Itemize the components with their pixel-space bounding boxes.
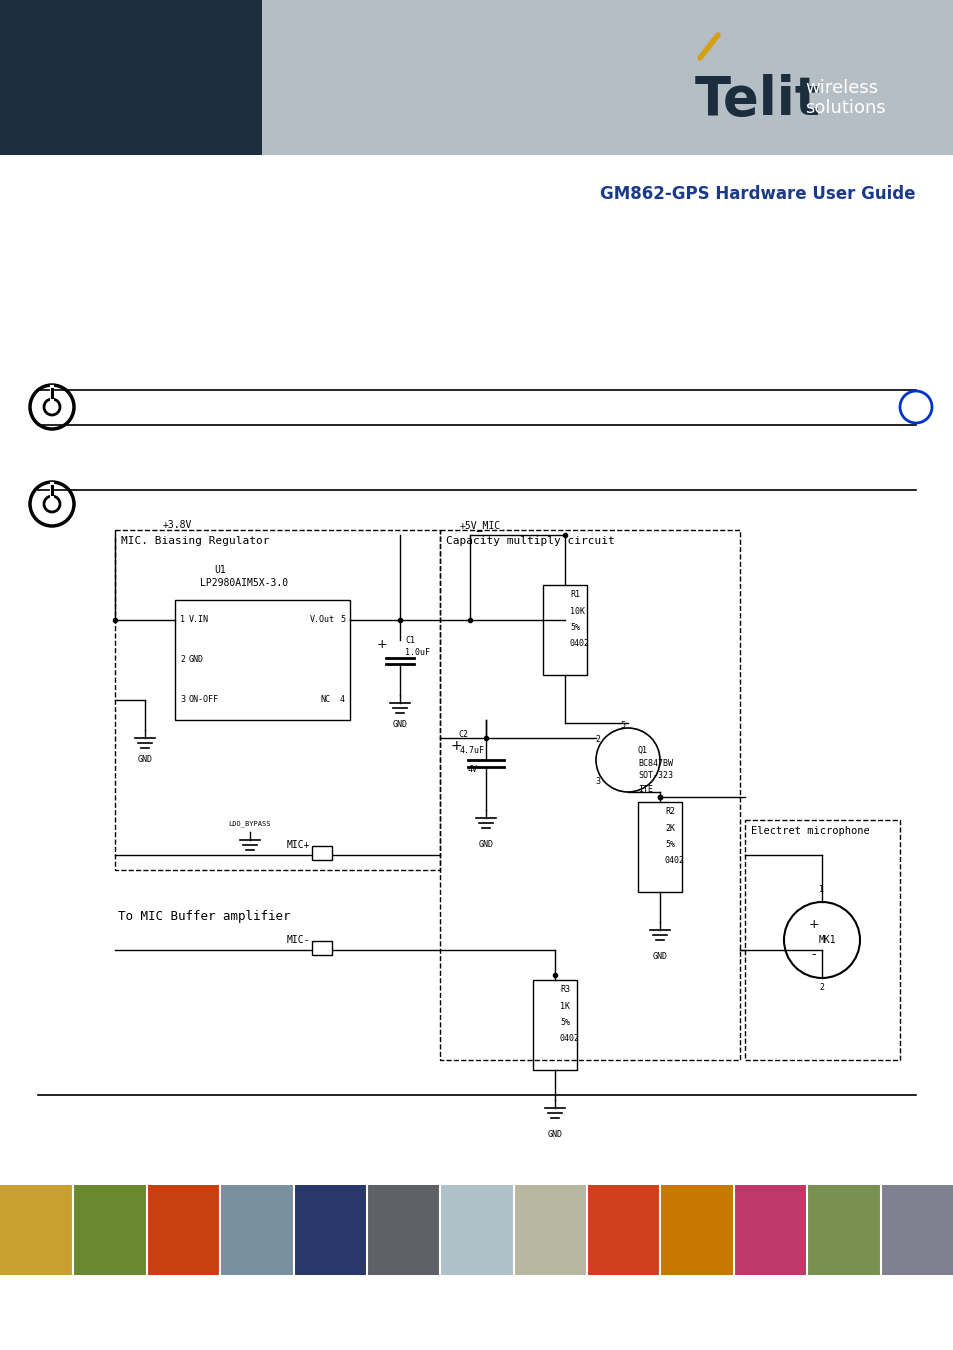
- Text: 4: 4: [339, 695, 345, 705]
- Text: C2: C2: [457, 730, 468, 738]
- Text: V.Out: V.Out: [310, 616, 335, 625]
- Bar: [542, 585, 586, 675]
- Text: R3: R3: [559, 986, 569, 994]
- Text: +: +: [451, 738, 462, 753]
- Text: BC847BW: BC847BW: [638, 759, 672, 768]
- Text: +5V_MIC: +5V_MIC: [459, 520, 500, 531]
- Bar: [880, 1185, 953, 1274]
- Bar: [73, 1185, 147, 1274]
- Text: +3.8V: +3.8V: [163, 520, 193, 531]
- Text: wireless: wireless: [804, 80, 877, 97]
- Text: +: +: [376, 639, 387, 652]
- Text: GND: GND: [652, 952, 667, 961]
- Text: GND: GND: [547, 1130, 562, 1139]
- Text: 0402: 0402: [664, 856, 684, 865]
- Bar: [367, 1185, 440, 1274]
- Bar: [294, 1185, 367, 1274]
- Bar: [513, 1185, 586, 1274]
- Bar: [312, 941, 332, 954]
- Text: 2: 2: [819, 983, 823, 992]
- Text: R1: R1: [569, 590, 579, 599]
- Text: Telit: Telit: [695, 74, 821, 126]
- Text: 2K: 2K: [664, 824, 675, 833]
- Text: 5: 5: [619, 721, 625, 729]
- Text: 0402: 0402: [559, 1034, 579, 1044]
- Text: SOT-323: SOT-323: [638, 771, 672, 780]
- Bar: [0, 1185, 73, 1274]
- Text: GND: GND: [392, 720, 407, 729]
- Text: solutions: solutions: [804, 99, 884, 117]
- Bar: [638, 802, 681, 892]
- Text: 1K: 1K: [559, 1002, 569, 1011]
- Text: GND: GND: [478, 840, 493, 849]
- Text: 1: 1: [819, 886, 823, 894]
- Text: MIC+: MIC+: [286, 840, 310, 850]
- Text: V.IN: V.IN: [189, 616, 209, 625]
- Bar: [262, 0, 953, 155]
- Text: GND: GND: [189, 656, 204, 664]
- Text: -: -: [811, 949, 816, 961]
- Text: Electret microphone: Electret microphone: [750, 826, 869, 836]
- Text: 5%: 5%: [559, 1018, 569, 1027]
- Text: ON-OFF: ON-OFF: [189, 695, 219, 705]
- Text: 10K: 10K: [569, 608, 584, 616]
- Text: MIC-: MIC-: [286, 936, 310, 945]
- Text: R2: R2: [664, 807, 675, 815]
- Text: 4.7uF: 4.7uF: [459, 747, 484, 755]
- Text: GM862-GPS Hardware User Guide: GM862-GPS Hardware User Guide: [599, 185, 915, 202]
- Text: MK1: MK1: [818, 936, 835, 945]
- Text: Capacity multiply circuit: Capacity multiply circuit: [446, 536, 614, 545]
- Text: 1.0uF: 1.0uF: [405, 648, 430, 657]
- Text: To MIC Buffer amplifier: To MIC Buffer amplifier: [118, 910, 291, 923]
- Bar: [733, 1185, 806, 1274]
- Text: 4V: 4V: [468, 765, 477, 774]
- Text: LP2980AIM5X-3.0: LP2980AIM5X-3.0: [200, 578, 288, 589]
- Text: 5%: 5%: [664, 840, 675, 849]
- Bar: [806, 1185, 880, 1274]
- Text: +: +: [808, 918, 819, 932]
- Bar: [0, 0, 262, 155]
- Text: Q1: Q1: [638, 745, 647, 755]
- Bar: [440, 1185, 513, 1274]
- Text: 0402: 0402: [569, 639, 589, 648]
- Text: 2: 2: [595, 736, 599, 744]
- Bar: [220, 1185, 294, 1274]
- Bar: [312, 846, 332, 860]
- Bar: [533, 980, 577, 1071]
- Text: 3: 3: [595, 778, 599, 787]
- Text: U1: U1: [213, 566, 226, 575]
- Text: MIC. Biasing Regulator: MIC. Biasing Regulator: [121, 536, 269, 545]
- Text: GND: GND: [137, 755, 152, 764]
- Text: 1: 1: [180, 616, 185, 625]
- Text: 3: 3: [180, 695, 185, 705]
- Text: NC: NC: [319, 695, 330, 705]
- Text: ITE: ITE: [638, 784, 652, 794]
- Bar: [147, 1185, 220, 1274]
- Bar: [586, 1185, 659, 1274]
- Text: C1: C1: [405, 636, 415, 645]
- Text: 5: 5: [339, 616, 345, 625]
- Text: 5%: 5%: [569, 622, 579, 632]
- Bar: [174, 599, 350, 720]
- Text: 2: 2: [180, 656, 185, 664]
- Bar: [659, 1185, 733, 1274]
- Text: LDO_BYPASS: LDO_BYPASS: [229, 819, 271, 826]
